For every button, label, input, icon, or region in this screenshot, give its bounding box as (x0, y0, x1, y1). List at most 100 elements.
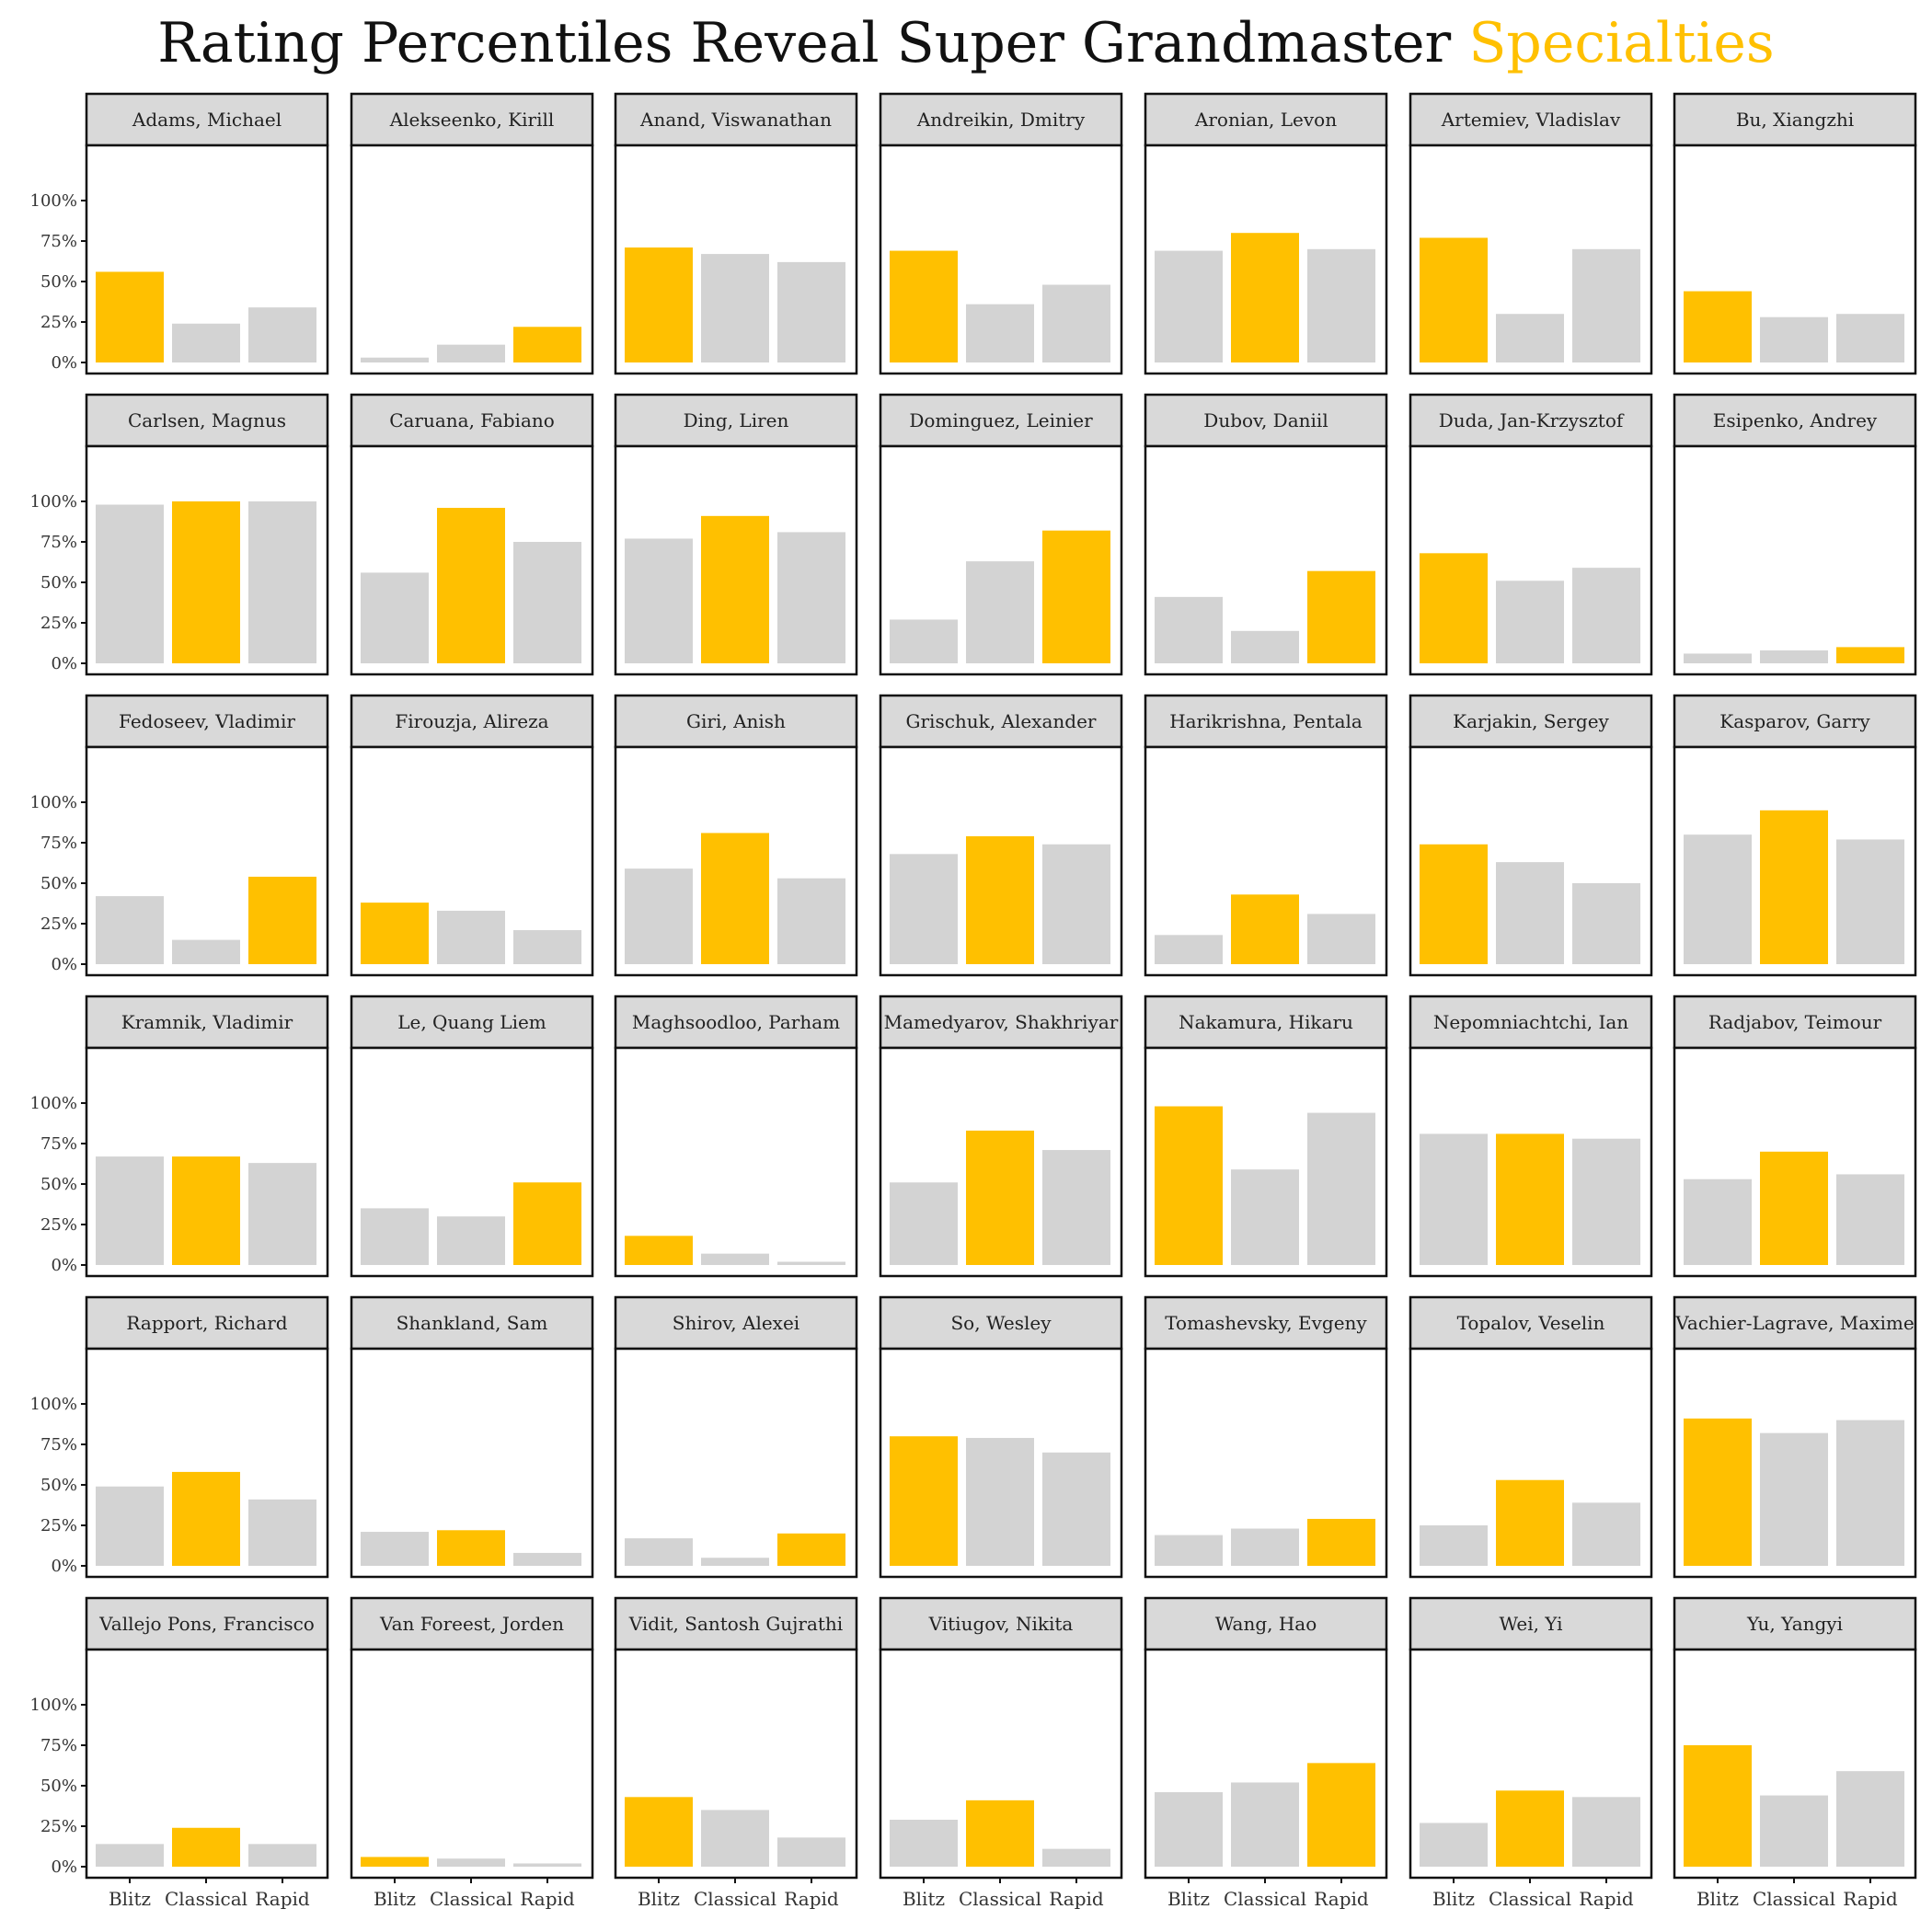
bar-rapid (1307, 248, 1375, 362)
facet-panel: Vallejo Pons, Francisco 0% 25% 50% 75% 100% Bl… (30, 1596, 329, 1910)
x-tick-label: Rapid (1314, 1888, 1369, 1910)
bar-rapid (248, 1499, 316, 1566)
bar-blitz (1155, 935, 1223, 964)
facet-strip-label: Giri, Anish (686, 710, 786, 732)
bar-blitz (1420, 1525, 1488, 1566)
bar-rapid (513, 930, 581, 964)
facet-strip (350, 92, 594, 147)
bar-rapid (1836, 1771, 1904, 1867)
bar-blitz (96, 1156, 164, 1265)
bar-classical (701, 833, 769, 964)
bar-blitz (1155, 1792, 1223, 1867)
facet-strip (614, 1596, 858, 1651)
bar-classical (1760, 1795, 1828, 1867)
bar-blitz (625, 247, 693, 362)
facet-strip-label: Topalov, Veselin (1457, 1312, 1605, 1334)
x-tick-label: Rapid (1579, 1888, 1634, 1910)
bar-classical (966, 835, 1034, 964)
facet-strip (1673, 92, 1917, 147)
x-tick-label: Classical (430, 1888, 512, 1910)
bar-rapid (513, 1863, 581, 1867)
y-tick-label: 0% (51, 1256, 77, 1275)
facet-strip (879, 92, 1123, 147)
bar-classical (437, 344, 505, 362)
facet-strip (1409, 393, 1653, 448)
bar-classical (1231, 894, 1299, 964)
y-tick-label: 50% (40, 1175, 77, 1194)
facet-strip-label: Vachier-Lagrave, Maxime (1674, 1312, 1914, 1334)
bar-rapid (1572, 568, 1640, 663)
facet-panel: Rapport, Richard 0% 25% 50% 75% 100% (30, 1295, 329, 1579)
x-tick-label: Blitz (1696, 1888, 1739, 1910)
facet-strip-label: Dubov, Daniil (1203, 409, 1328, 431)
chart-title: Rating Percentiles Reveal Super Grandmas… (0, 11, 1932, 75)
facet-plot-area (350, 1648, 594, 1880)
bar-blitz (361, 1857, 429, 1867)
facet-strip-label: Dominguez, Leinier (909, 409, 1093, 431)
y-tick-label: 50% (40, 874, 77, 893)
facet-strip-label: Anand, Viswanathan (639, 109, 832, 131)
bar-classical (1760, 316, 1828, 362)
facet-strip-label: Shirov, Alexei (673, 1312, 799, 1334)
bar-rapid (777, 1261, 845, 1265)
x-tick-label: Blitz (109, 1888, 151, 1910)
facet-strip-label: Firouzja, Alireza (395, 710, 548, 732)
facet-strip-label: Ding, Liren (684, 409, 789, 431)
bar-classical (172, 1471, 240, 1566)
bar-rapid (248, 307, 316, 362)
y-tick-label: 25% (40, 1215, 77, 1235)
bar-blitz (1684, 291, 1752, 362)
facet-panel: Le, Quang Liem (350, 995, 594, 1278)
bar-classical (1231, 1528, 1299, 1566)
bar-rapid (777, 532, 845, 663)
bar-classical (701, 515, 769, 663)
facet-panel: Vachier-Lagrave, Maxime (1673, 1295, 1917, 1579)
bar-classical (966, 304, 1034, 362)
y-tick-label: 50% (40, 1476, 77, 1495)
bar-classical (437, 1216, 505, 1265)
bar-blitz (361, 1208, 429, 1265)
facet-strip-label: Harikrishna, Pentala (1169, 710, 1363, 732)
bar-blitz (96, 1486, 164, 1566)
bar-classical (1231, 233, 1299, 362)
facet-panel: Grischuk, Alexander (879, 694, 1123, 977)
bar-rapid (777, 1533, 845, 1566)
bar-blitz (625, 1538, 693, 1566)
bar-blitz (1684, 653, 1752, 663)
y-tick-label: 75% (40, 533, 77, 552)
bar-classical (1231, 630, 1299, 663)
bar-rapid (248, 876, 316, 964)
bar-classical (437, 1858, 505, 1867)
y-tick-label: 100% (30, 793, 77, 812)
bar-rapid (1836, 1174, 1904, 1265)
facet-panel: Anand, Viswanathan (614, 92, 858, 375)
bar-rapid (1307, 1763, 1375, 1867)
bar-classical (172, 323, 240, 362)
bar-blitz (625, 1236, 693, 1265)
bar-classical (1231, 1169, 1299, 1265)
bar-rapid (1042, 844, 1110, 964)
facet-panel: Carlsen, Magnus 0% 25% 50% 75% 100% (30, 393, 329, 676)
facet-strip (85, 393, 329, 448)
facet-strip (614, 694, 858, 749)
facet-strip-label: Kasparov, Garry (1719, 710, 1870, 732)
facet-strip-label: Bu, Xiangzhi (1736, 109, 1854, 131)
facet-strip-label: Maghsoodloo, Parham (632, 1011, 840, 1033)
facet-panel: Tomashevsky, Evgeny (1144, 1295, 1388, 1579)
bar-blitz (361, 357, 429, 362)
bar-rapid (248, 1844, 316, 1867)
facet-panel: Bu, Xiangzhi (1673, 92, 1917, 375)
bar-blitz (361, 1532, 429, 1566)
bar-blitz (1155, 596, 1223, 663)
bar-classical (966, 1437, 1034, 1566)
facet-strip-label: Le, Quang Liem (397, 1011, 546, 1033)
facet-panel: Shirov, Alexei (614, 1295, 858, 1579)
x-tick-label: Rapid (784, 1888, 839, 1910)
bar-blitz (890, 250, 958, 362)
facet-strip-label: Duda, Jan-Krzysztof (1439, 409, 1625, 431)
facet-strip-label: Wei, Yi (1499, 1613, 1562, 1635)
facet-strip-label: Yu, Yangyi (1746, 1613, 1843, 1635)
x-tick-label: Rapid (255, 1888, 310, 1910)
bar-rapid (1307, 914, 1375, 964)
